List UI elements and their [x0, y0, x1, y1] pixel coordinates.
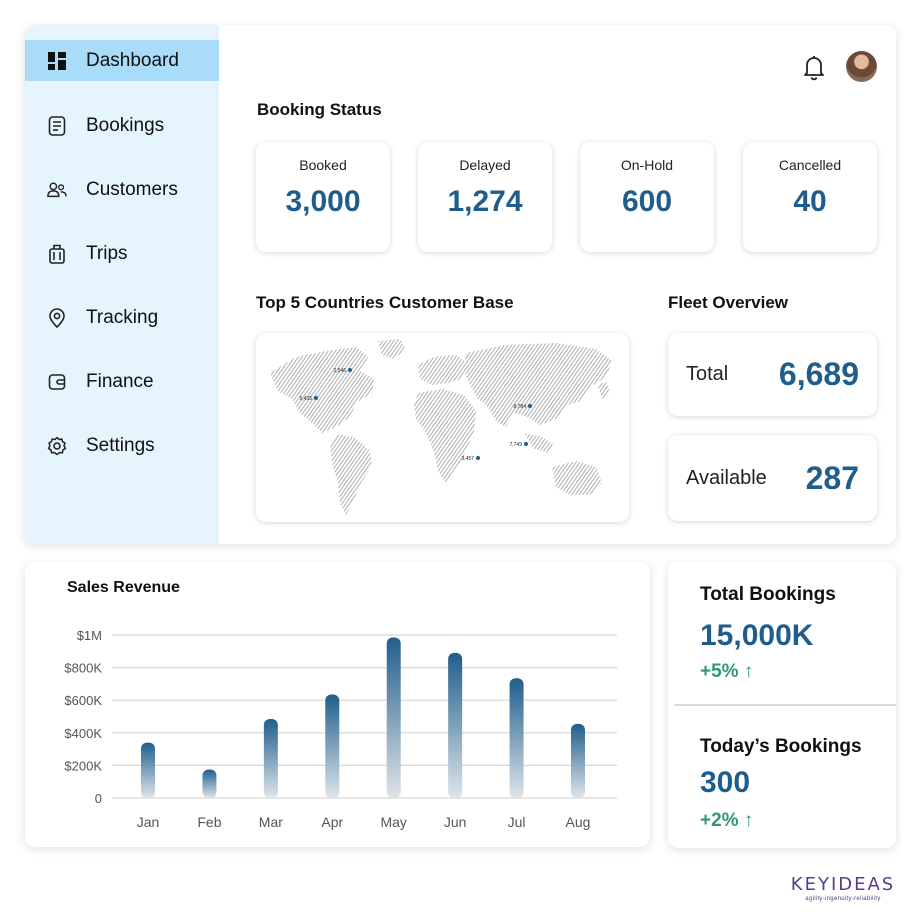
- x-tick-label: Jun: [444, 814, 467, 830]
- stat-value: 1,274: [447, 185, 523, 218]
- world-map: 2,546 5,435 8,784 7,749 3,457: [256, 333, 629, 522]
- map-marker-dot: [314, 396, 318, 400]
- todays-bookings-value: 300: [700, 766, 751, 799]
- y-tick-label: 0: [95, 791, 102, 806]
- stat-label: Delayed: [459, 157, 511, 173]
- chart-title: Sales Revenue: [67, 579, 180, 596]
- bar-aug[interactable]: [571, 723, 585, 798]
- map-marker-label: 7,749: [509, 442, 522, 448]
- total-bookings-delta: +5% ↑: [700, 661, 753, 683]
- sidebar-item-trips[interactable]: Trips: [25, 233, 219, 274]
- gear-icon: [47, 436, 67, 456]
- fleet-available-value: 287: [805, 459, 859, 496]
- divider: [674, 704, 896, 706]
- stat-card-cancelled: Cancelled 40: [743, 142, 877, 252]
- bookings-summary-card: Total Bookings 15,000K +5% ↑ Today’s Boo…: [668, 562, 896, 848]
- bar-jul[interactable]: [509, 678, 524, 798]
- total-bookings-title: Total Bookings: [700, 584, 836, 605]
- total-bookings-value: 15,000K: [700, 619, 814, 652]
- arrow-up-icon: ↑: [743, 661, 754, 682]
- sidebar-item-dashboard[interactable]: Dashboard: [25, 40, 219, 81]
- avatar[interactable]: [846, 51, 877, 82]
- x-tick-label: Feb: [197, 814, 221, 830]
- total-bookings-delta-value: +5%: [700, 661, 739, 682]
- countries-title: Top 5 Countries Customer Base: [256, 293, 514, 312]
- fleet-total-value: 6,689: [778, 356, 859, 392]
- stat-value: 3,000: [285, 185, 361, 218]
- sidebar: Dashboard Bookings Customers Trips Track…: [25, 25, 219, 544]
- dashboard-icon: [47, 51, 67, 71]
- fleet-overview-title: Fleet Overview: [668, 293, 789, 312]
- map-marker-dot: [476, 456, 480, 460]
- x-tick-label: Jul: [508, 814, 526, 830]
- bar-feb[interactable]: [202, 769, 217, 798]
- sidebar-item-customers[interactable]: Customers: [25, 169, 219, 210]
- sidebar-item-settings[interactable]: Settings: [25, 425, 219, 466]
- fleet-total-label: Total: [686, 363, 729, 385]
- fleet-available-label: Available: [686, 466, 767, 489]
- bar-jun[interactable]: [448, 652, 463, 798]
- arrow-up-icon: ↑: [743, 810, 754, 831]
- todays-bookings-delta: +2% ↑: [700, 810, 753, 832]
- luggage-icon: [47, 244, 67, 264]
- sidebar-item-label: Settings: [86, 434, 155, 456]
- sidebar-item-label: Trips: [86, 242, 128, 264]
- stat-card-delayed: Delayed 1,274: [418, 142, 552, 252]
- y-tick-label: $200K: [64, 758, 102, 773]
- stat-label: Booked: [299, 157, 347, 173]
- bar-apr[interactable]: [325, 694, 340, 798]
- map-marker-dot: [348, 368, 352, 372]
- y-tick-label: $400K: [64, 726, 102, 741]
- map-marker-label: 8,784: [513, 404, 526, 410]
- map-marker-label: 2,546: [333, 368, 346, 374]
- x-tick-label: Mar: [259, 814, 283, 830]
- world-map-graphic: 2,546 5,435 8,784 7,749 3,457: [270, 339, 612, 515]
- sidebar-item-label: Bookings: [86, 114, 165, 136]
- sidebar-item-bookings[interactable]: Bookings: [25, 105, 219, 146]
- stat-value: 40: [793, 185, 827, 218]
- sidebar-item-label: Customers: [86, 178, 178, 200]
- y-tick-label: $1M: [77, 628, 102, 643]
- fleet-available-card: Available 287: [668, 435, 877, 521]
- sidebar-item-label: Tracking: [86, 306, 159, 328]
- sidebar-item-label: Finance: [86, 370, 154, 392]
- bar-jan[interactable]: [141, 742, 155, 798]
- x-tick-label: Apr: [321, 814, 343, 830]
- sales-revenue-chart: Sales Revenue 0 $200K $400K $600K $800K $1M Ja…: [64, 579, 617, 830]
- map-marker-dot: [524, 442, 528, 446]
- map-marker-dot: [528, 404, 532, 408]
- sidebar-item-label: Dashboard: [86, 49, 179, 71]
- x-tick-label: May: [380, 814, 406, 830]
- x-tick-label: Aug: [566, 814, 591, 830]
- sidebar-item-finance[interactable]: Finance: [25, 361, 219, 402]
- map-marker-label: 5,435: [299, 396, 312, 402]
- brand-name: KEYIDEAS: [790, 874, 896, 895]
- stat-label: On-Hold: [620, 157, 674, 173]
- bar-may[interactable]: [386, 637, 401, 798]
- bar-mar[interactable]: [263, 718, 278, 798]
- x-tick-label: Jan: [137, 814, 160, 830]
- todays-bookings-delta-value: +2%: [700, 810, 739, 831]
- sidebar-item-tracking[interactable]: Tracking: [25, 297, 219, 338]
- bookings-icon: [47, 115, 67, 136]
- sales-revenue-card: Sales Revenue 0 $200K $400K $600K $800K $1M Ja…: [25, 562, 650, 847]
- booking-status-title: Booking Status: [257, 100, 382, 119]
- fleet-total-card: Total 6,689: [668, 333, 877, 416]
- stat-value: 600: [621, 185, 673, 218]
- location-pin-icon: [47, 307, 67, 328]
- customers-icon: [47, 180, 67, 200]
- dashboard-panel: Dashboard Bookings Customers Trips Track…: [25, 25, 896, 544]
- bell-icon[interactable]: [799, 52, 829, 82]
- stat-card-on-hold: On-Hold 600: [580, 142, 714, 252]
- stat-label: Cancelled: [778, 157, 842, 173]
- y-tick-label: $800K: [64, 661, 102, 676]
- y-tick-label: $600K: [64, 693, 102, 708]
- map-marker-label: 3,457: [461, 456, 474, 462]
- brand-tagline: agility-ingenuity-reliability: [805, 896, 881, 902]
- brand-logo: KEYIDEAS agility-ingenuity-reliability: [787, 874, 899, 902]
- wallet-icon: [47, 372, 67, 392]
- todays-bookings-title: Today’s Bookings: [700, 736, 862, 757]
- stat-card-booked: Booked 3,000: [256, 142, 390, 252]
